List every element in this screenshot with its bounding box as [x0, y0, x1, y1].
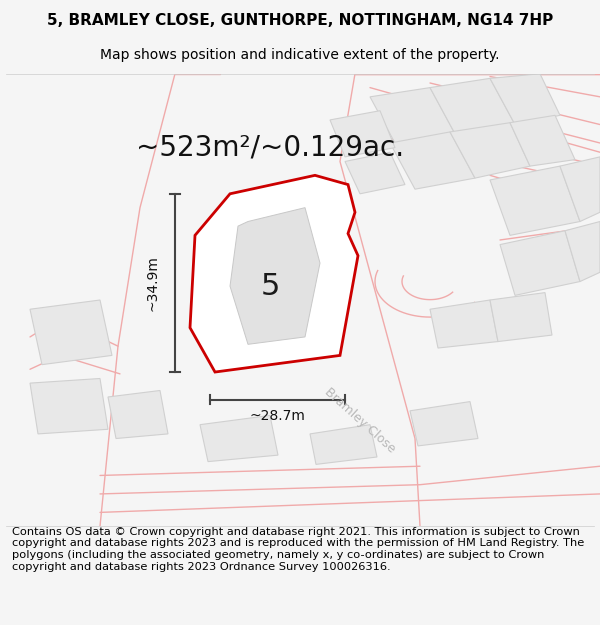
- Polygon shape: [30, 379, 108, 434]
- Polygon shape: [565, 221, 600, 281]
- Polygon shape: [390, 132, 475, 189]
- Polygon shape: [490, 292, 552, 341]
- Polygon shape: [190, 176, 358, 372]
- Polygon shape: [490, 74, 560, 124]
- Text: Contains OS data © Crown copyright and database right 2021. This information is : Contains OS data © Crown copyright and d…: [12, 527, 584, 572]
- Polygon shape: [330, 111, 395, 157]
- Text: ~523m²/~0.129ac.: ~523m²/~0.129ac.: [136, 134, 404, 162]
- Polygon shape: [510, 115, 575, 166]
- Text: ~34.9m: ~34.9m: [146, 255, 160, 311]
- Polygon shape: [500, 231, 580, 296]
- Text: Map shows position and indicative extent of the property.: Map shows position and indicative extent…: [100, 48, 500, 62]
- Polygon shape: [310, 424, 377, 464]
- Text: Bramley Close: Bramley Close: [322, 385, 398, 455]
- Text: ~28.7m: ~28.7m: [250, 409, 305, 423]
- Polygon shape: [450, 122, 530, 178]
- Polygon shape: [490, 166, 580, 236]
- Polygon shape: [200, 416, 278, 462]
- Polygon shape: [230, 208, 320, 344]
- Polygon shape: [108, 391, 168, 439]
- Polygon shape: [560, 157, 600, 221]
- Text: 5: 5: [260, 272, 280, 301]
- Polygon shape: [30, 300, 112, 364]
- Polygon shape: [430, 300, 498, 348]
- Polygon shape: [345, 152, 405, 194]
- Polygon shape: [430, 78, 515, 134]
- Polygon shape: [370, 88, 455, 143]
- Text: 5, BRAMLEY CLOSE, GUNTHORPE, NOTTINGHAM, NG14 7HP: 5, BRAMLEY CLOSE, GUNTHORPE, NOTTINGHAM,…: [47, 13, 553, 28]
- Polygon shape: [410, 402, 478, 446]
